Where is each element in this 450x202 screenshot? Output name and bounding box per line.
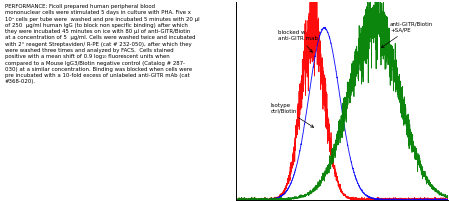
Text: Isotype
ctrl/Biotin: Isotype ctrl/Biotin [270,103,314,127]
Text: anti-GITR/Biotin
+SA/PE: anti-GITR/Biotin +SA/PE [381,21,433,48]
Text: blocked w
anti-GITR mab: blocked w anti-GITR mab [278,30,318,52]
Text: PERFORMANCE: Ficoll prepared human peripheral blood
mononuclear cells were stimu: PERFORMANCE: Ficoll prepared human perip… [4,4,199,84]
Title: Binding of anti-GITR/Biotin to
stimulated human PBL: Binding of anti-GITR/Biotin to stimulate… [266,0,418,1]
